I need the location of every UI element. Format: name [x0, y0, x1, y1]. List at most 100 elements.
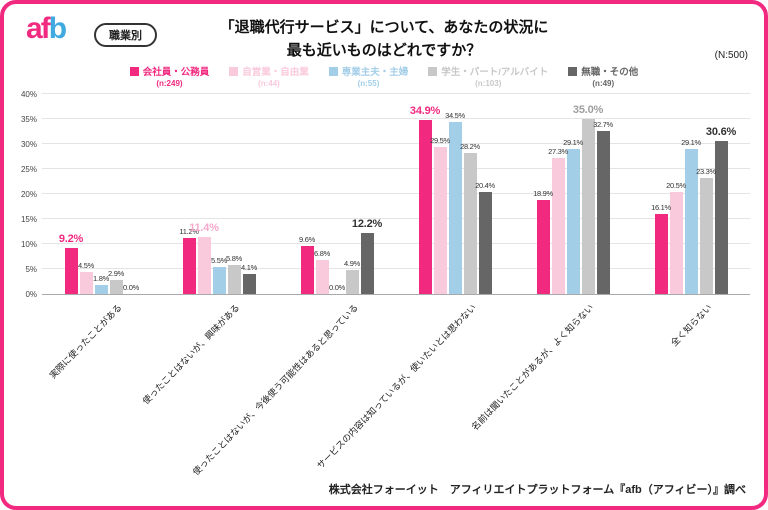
bar	[669, 191, 683, 294]
bar-value-label: 5.8%	[226, 254, 242, 263]
bar-group: 16.1% 20.5% 29.1% 23.3% 30.6%	[632, 94, 750, 294]
bar-value-label: 11.4%	[189, 222, 219, 234]
afb-logo: afb	[26, 12, 67, 46]
legend-label: 会社員・公務員	[142, 67, 210, 78]
bar-slot: 9.6%	[299, 94, 315, 294]
legend-item: 学生・パート/アルバイト (n:103)	[428, 64, 548, 88]
y-tick-label: 15%	[20, 215, 37, 224]
bar-value-label: 4.9%	[344, 258, 360, 268]
bar-group: 9.6% 6.8% 0.0% 4.9% 12.2%	[278, 94, 396, 294]
logo-letter-b: b	[48, 12, 67, 45]
bar	[197, 237, 211, 294]
bar	[227, 265, 241, 294]
bar	[684, 148, 698, 294]
bar	[699, 177, 713, 294]
header: afb 職業別 「退職代行サービス」について、あなたの状況に 最も近いものはどれ…	[4, 4, 764, 62]
bar-slot: 6.8%	[314, 94, 330, 294]
chart-title-line1: 「退職代行サービス」について、あなたの状況に	[219, 19, 549, 36]
y-tick-label: 25%	[20, 165, 37, 174]
bar	[566, 148, 580, 294]
bar	[300, 246, 314, 294]
bar-value-label: 29.5%	[430, 135, 450, 145]
bar-slot: 11.2%	[179, 94, 199, 294]
x-axis-label: 全く知らない	[668, 302, 714, 349]
legend-swatch	[568, 66, 578, 76]
bar-slot: 32.7%	[593, 94, 613, 294]
bar-value-label: 20.5%	[666, 180, 686, 190]
gridline	[42, 243, 750, 244]
bar-value-label: 6.8%	[314, 249, 330, 258]
legend-item: 会社員・公務員 (n:249)	[129, 64, 210, 88]
bar-value-label: 34.9%	[409, 104, 441, 117]
bar-value-label: 18.9%	[533, 188, 553, 198]
bar-slot: 20.5%	[666, 94, 686, 294]
legend-count: (n:103)	[475, 79, 502, 88]
bar-group: 34.9% 29.5% 34.5% 28.2% 20.4%	[396, 94, 514, 294]
sample-size-label: (N:500)	[714, 50, 748, 61]
bar-value-label: 9.2%	[58, 233, 84, 245]
category-badge: 職業別	[94, 23, 157, 47]
bar	[418, 119, 432, 294]
gridline	[42, 143, 750, 144]
bar	[433, 146, 447, 294]
source-credit: 株式会社フォーイット アフィリエイトプラットフォーム『afb（アフィビー）』調べ	[328, 484, 746, 496]
bar-slot: 4.5%	[78, 94, 94, 294]
gridline	[42, 268, 750, 269]
legend-label: 専業主夫・主婦	[341, 67, 409, 78]
gridline	[42, 193, 750, 194]
bar-slot: 11.4%	[189, 94, 219, 294]
bar-slot: 27.3%	[548, 94, 568, 294]
bar-value-label: 32.7%	[593, 119, 613, 129]
bar-value-label: 2.9%	[108, 268, 124, 278]
bar	[581, 119, 595, 294]
legend-item: 無職・その他 (n:49)	[568, 64, 638, 88]
bar	[212, 266, 226, 294]
bar-value-label: 23.3%	[696, 166, 716, 176]
bar-slot: 34.5%	[445, 94, 465, 294]
x-axis-label: 名前は聞いたことがあるが、よく知らない	[469, 302, 596, 433]
legend-count: (n:55)	[357, 79, 380, 88]
bar-slot: 29.5%	[430, 94, 450, 294]
bar-slot: 5.5%	[211, 94, 227, 294]
bar	[64, 248, 78, 294]
bar	[94, 285, 108, 294]
y-tick-label: 20%	[20, 190, 37, 199]
bar	[714, 141, 728, 294]
bar	[654, 213, 668, 294]
bar-slot: 30.6%	[706, 94, 736, 294]
bar-value-label: 28.2%	[460, 142, 480, 151]
bar-slot: 0.0%	[123, 94, 139, 294]
legend-item: 自営業・自由業 (n:44)	[229, 64, 309, 88]
bar-slot: 34.9%	[410, 94, 440, 294]
bar-slot: 28.2%	[460, 94, 480, 294]
bar-value-label: 16.1%	[651, 202, 671, 212]
bar-slot: 29.1%	[563, 94, 583, 294]
bar-slot: 18.9%	[533, 94, 553, 294]
bar-value-label: 11.2%	[179, 227, 199, 236]
bar-slot: 23.3%	[696, 94, 716, 294]
bar	[315, 260, 329, 294]
bar-value-label: 0.0%	[123, 283, 139, 292]
bar	[109, 279, 123, 294]
bar-value-label: 9.6%	[299, 235, 315, 244]
x-axis-label: 実際に使ったことがある	[47, 302, 124, 381]
bar	[463, 153, 477, 294]
logo-letter-a: a	[26, 12, 43, 45]
y-tick-label: 5%	[25, 265, 37, 274]
bar-chart: 0% 5% 10% 15% 20% 25% 30% 35% 40% 9.2% 4.5% 1.8% 2.…	[4, 90, 764, 477]
legend-count: (n:249)	[156, 79, 183, 88]
bar-group: 18.9% 27.3% 29.1% 35.0% 32.7%	[514, 94, 632, 294]
bar-slot: 29.1%	[681, 94, 701, 294]
bar	[478, 192, 492, 294]
legend-swatch	[129, 66, 139, 76]
bar-value-label: 5.5%	[211, 255, 227, 265]
gridline	[42, 118, 750, 119]
bar-slot: 12.2%	[352, 94, 382, 294]
y-tick-label: 30%	[20, 140, 37, 149]
gridline	[42, 218, 750, 219]
y-axis: 0% 5% 10% 15% 20% 25% 30% 35% 40%	[12, 90, 42, 299]
legend-label: 自営業・自由業	[242, 67, 309, 78]
gridline	[42, 168, 750, 169]
bar-slot: 9.2%	[59, 94, 83, 294]
legend-count: (n:49)	[592, 79, 615, 88]
